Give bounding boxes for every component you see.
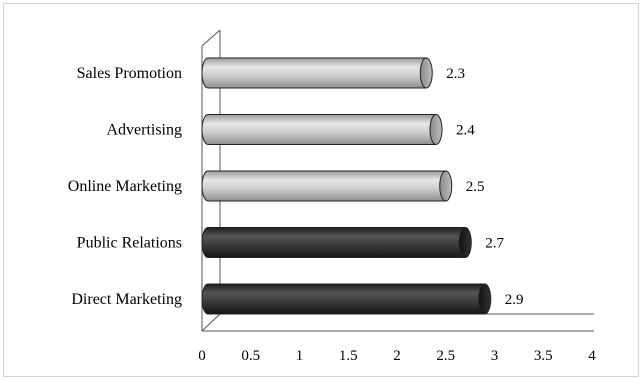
category-label: Public Relations bbox=[77, 235, 182, 252]
data-label: 2.7 bbox=[485, 236, 504, 252]
bar-sales-promotion: Sales Promotion 2.3 bbox=[77, 57, 465, 89]
bar-end-cap bbox=[458, 227, 472, 258]
bar-body bbox=[201, 283, 486, 315]
bar-end-cap bbox=[439, 170, 453, 202]
category-label: Direct Marketing bbox=[71, 291, 182, 308]
bar-chart: 0 0.5 1 1.5 2 2.5 3 3.5 4 Sales Promotion 2.3 Adve… bbox=[68, 29, 596, 364]
bar-body bbox=[201, 114, 437, 145]
x-tick-label: 3 bbox=[491, 348, 499, 364]
x-tick-label: 1 bbox=[296, 348, 304, 364]
data-label: 2.5 bbox=[466, 179, 485, 195]
x-tick-label: 0 bbox=[198, 348, 206, 364]
category-label: Advertising bbox=[106, 122, 182, 139]
data-label: 2.9 bbox=[505, 292, 524, 308]
bar-end-cap bbox=[478, 283, 492, 315]
bar-body bbox=[201, 57, 427, 89]
data-label: 2.4 bbox=[456, 123, 475, 139]
data-label: 2.3 bbox=[446, 66, 465, 82]
category-label: Sales Promotion bbox=[77, 65, 182, 82]
bar-online-marketing: Online Marketing 2.5 bbox=[68, 170, 485, 202]
bar-body bbox=[201, 227, 466, 258]
floor-diagonal bbox=[201, 313, 221, 332]
bars-group: Sales Promotion 2.3 Advertising 2.4 Online M… bbox=[68, 57, 524, 315]
x-tick-label: 2.5 bbox=[436, 348, 455, 364]
bar-body bbox=[201, 170, 447, 202]
bar-end-cap bbox=[429, 114, 443, 145]
x-tick-label: 4 bbox=[588, 348, 596, 364]
bar-advertising: Advertising 2.4 bbox=[106, 114, 475, 145]
bar-direct-marketing: Direct Marketing 2.9 bbox=[71, 283, 524, 315]
x-tick-label: 0.5 bbox=[241, 348, 260, 364]
bar-end-cap bbox=[419, 57, 433, 89]
x-tick-label: 2 bbox=[393, 348, 401, 364]
back-wall-top-diagonal bbox=[201, 29, 221, 47]
bar-public-relations: Public Relations 2.7 bbox=[77, 227, 505, 258]
x-tick-label: 1.5 bbox=[339, 348, 358, 364]
x-tick-label: 3.5 bbox=[534, 348, 553, 364]
category-label: Online Marketing bbox=[68, 178, 182, 195]
chart-frame: 0 0.5 1 1.5 2 2.5 3 3.5 4 Sales Promotion 2.3 Adve… bbox=[3, 3, 639, 377]
x-axis-ticks: 0 0.5 1 1.5 2 2.5 3 3.5 4 bbox=[198, 348, 596, 364]
